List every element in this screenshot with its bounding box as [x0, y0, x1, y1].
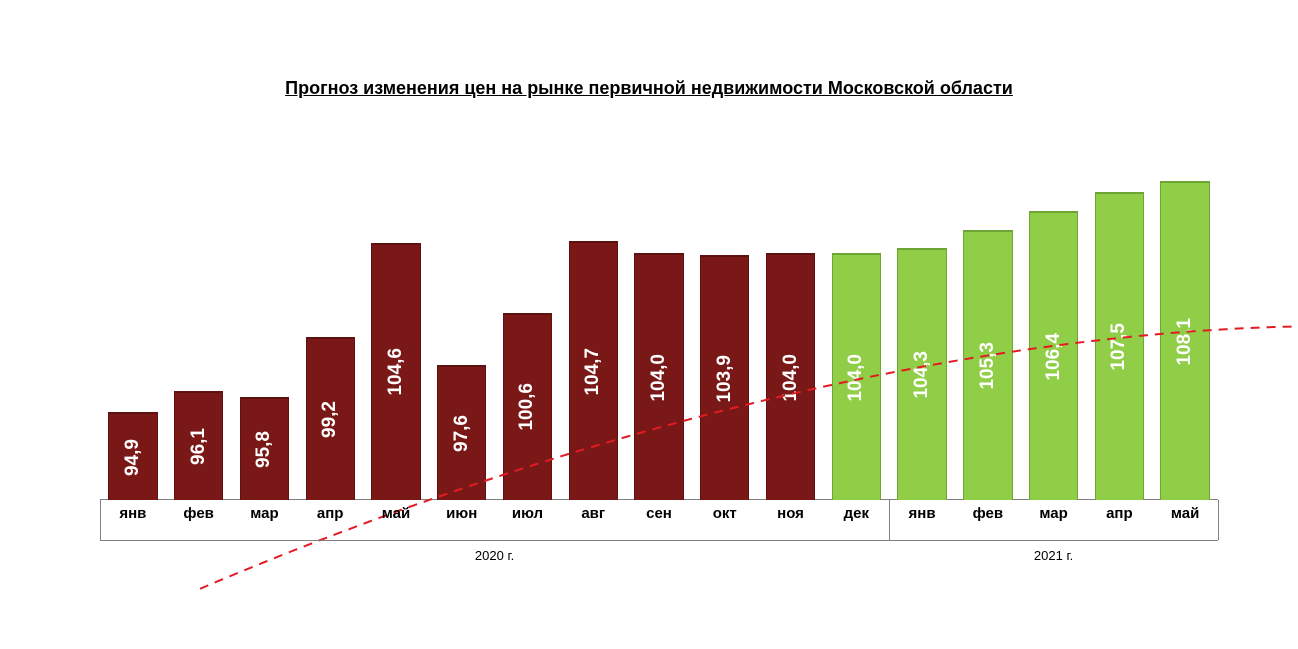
chart-title: Прогноз изменения цен на рынке первичной…: [0, 78, 1298, 99]
group-label: 2021 г.: [889, 548, 1218, 563]
bar: 100,6: [503, 313, 552, 501]
bar: 95,8: [240, 397, 289, 501]
group-tick: [889, 500, 890, 540]
bar: 96,1: [174, 391, 223, 500]
group-line: [100, 540, 889, 541]
x-labels: янвфевмарапрмайиюниюлавгсеноктноядекянвф…: [100, 505, 1218, 535]
bar-value-label: 96,1: [188, 428, 210, 465]
group-tick: [1218, 500, 1219, 540]
bar-value-label: 100,6: [516, 383, 538, 431]
bar: 104,0: [766, 253, 815, 500]
bar-slot: 104,0: [823, 150, 889, 500]
group-line: [889, 540, 1218, 541]
bar-value-label: 104,0: [845, 354, 867, 402]
x-tick-label: апр: [1086, 505, 1152, 535]
group-label: 2020 г.: [100, 548, 889, 563]
bar: 104,0: [634, 253, 683, 500]
bar: 104,6: [371, 243, 420, 501]
x-tick-label: фев: [955, 505, 1021, 535]
bar: 107,5: [1095, 192, 1144, 500]
x-tick-label: июн: [429, 505, 495, 535]
bar: 105,3: [963, 230, 1012, 500]
x-tick-label: янв: [100, 505, 166, 535]
bar-slot: 104,0: [626, 150, 692, 500]
x-tick-label: сен: [626, 505, 692, 535]
bar-value-label: 104,0: [648, 354, 670, 402]
bar-value-label: 103,9: [714, 355, 736, 403]
x-tick-label: май: [1152, 505, 1218, 535]
x-tick-label: апр: [297, 505, 363, 535]
plot-area: 94,9 96,1 95,8 99,2 104,6 97,6 100,6 104,7 104,0…: [100, 150, 1218, 500]
bar: 99,2: [306, 337, 355, 500]
bar-value-label: 106,4: [1043, 333, 1065, 381]
x-tick-label: фев: [166, 505, 232, 535]
bar-slot: 99,2: [297, 150, 363, 500]
bar-slot: 94,9: [100, 150, 166, 500]
bar: 104,0: [832, 253, 881, 500]
bar-value-label: 97,6: [451, 415, 473, 452]
bar-value-label: 108,1: [1174, 318, 1196, 366]
bar-slot: 104,6: [363, 150, 429, 500]
x-tick-label: окт: [692, 505, 758, 535]
bar-slot: 104,3: [889, 150, 955, 500]
bar-slot: 106,4: [1021, 150, 1087, 500]
x-tick-label: ноя: [758, 505, 824, 535]
group-tick: [100, 500, 101, 540]
bar-value-label: 99,2: [319, 401, 341, 438]
bar-value-label: 104,7: [582, 348, 604, 396]
chart-container: Прогноз изменения цен на рынке первичной…: [0, 0, 1298, 649]
x-tick-label: мар: [1021, 505, 1087, 535]
bar: 103,9: [700, 255, 749, 500]
bar: 97,6: [437, 365, 486, 500]
bar-value-label: 107,5: [1108, 323, 1130, 371]
bar-value-label: 95,8: [253, 431, 275, 468]
x-tick-label: май: [363, 505, 429, 535]
x-tick-label: июл: [495, 505, 561, 535]
bar-value-label: 104,3: [911, 351, 933, 399]
bar-slot: 100,6: [495, 150, 561, 500]
bar: 106,4: [1029, 211, 1078, 500]
bar-value-label: 104,6: [385, 348, 407, 396]
bar-slot: 108,1: [1152, 150, 1218, 500]
bar-slot: 96,1: [166, 150, 232, 500]
bar-slot: 97,6: [429, 150, 495, 500]
x-tick-label: дек: [823, 505, 889, 535]
bar-slot: 95,8: [232, 150, 298, 500]
bar: 94,9: [108, 412, 157, 500]
bar-slot: 104,7: [560, 150, 626, 500]
bars: 94,9 96,1 95,8 99,2 104,6 97,6 100,6 104,7 104,0…: [100, 150, 1218, 500]
x-tick-label: мар: [232, 505, 298, 535]
bar-value-label: 104,0: [780, 354, 802, 402]
x-tick-label: авг: [560, 505, 626, 535]
bar-slot: 103,9: [692, 150, 758, 500]
bar: 108,1: [1160, 181, 1209, 500]
bar-slot: 107,5: [1086, 150, 1152, 500]
bar: 104,7: [569, 241, 618, 500]
bar: 104,3: [897, 248, 946, 500]
bar-slot: 104,0: [758, 150, 824, 500]
bar-value-label: 94,9: [122, 439, 144, 476]
bar-slot: 105,3: [955, 150, 1021, 500]
bar-value-label: 105,3: [977, 342, 999, 390]
x-tick-label: янв: [889, 505, 955, 535]
